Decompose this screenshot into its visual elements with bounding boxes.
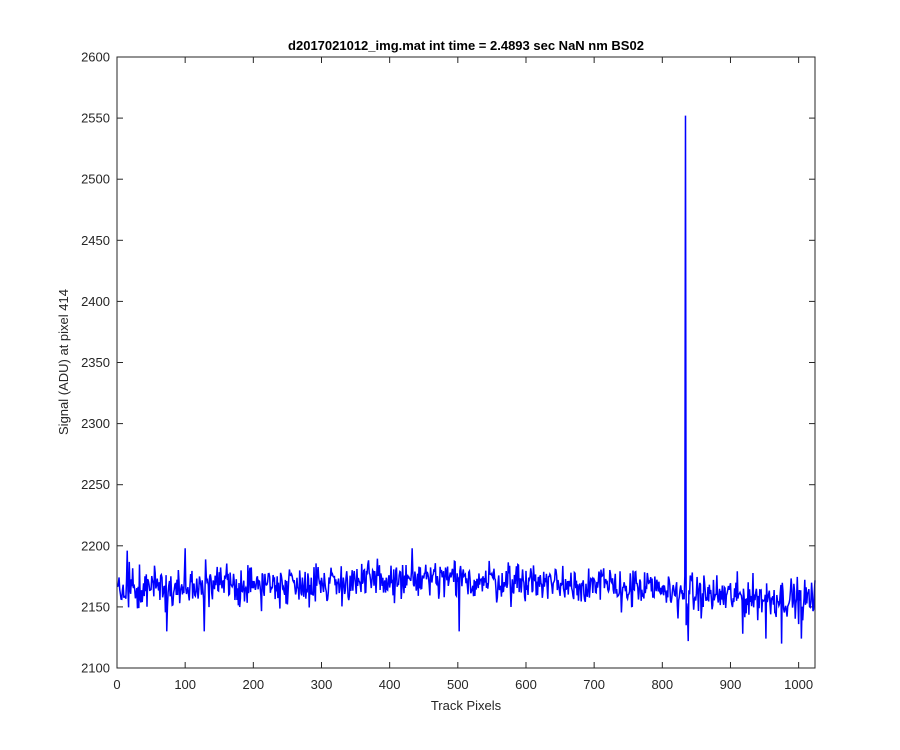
y-tick-label: 2150: [81, 599, 110, 614]
plot-background: [117, 57, 815, 668]
x-tick-label: 400: [379, 677, 401, 692]
y-tick-label: 2550: [81, 111, 110, 126]
y-tick-label: 2350: [81, 355, 110, 370]
series-group: [116, 115, 816, 644]
y-tick-label: 2450: [81, 233, 110, 248]
chart-title: d2017021012_img.mat int time = 2.4893 se…: [288, 38, 644, 53]
x-tick-label: 1000: [784, 677, 813, 692]
x-tick-label: 700: [583, 677, 605, 692]
x-tick-label: 800: [651, 677, 673, 692]
y-tick-label: 2400: [81, 294, 110, 309]
plot-frame: [116, 56, 816, 669]
x-tick-label: 300: [311, 677, 333, 692]
y-tick-label: 2200: [81, 538, 110, 553]
series-line: [116, 115, 816, 644]
y-tick-label: 2600: [81, 50, 110, 65]
y-tick-label: 2500: [81, 172, 110, 187]
x-tick-label: 200: [242, 677, 264, 692]
x-tick-label: 900: [720, 677, 742, 692]
x-axis-label: Track Pixels: [431, 698, 502, 713]
y-tick-label: 2100: [81, 661, 110, 676]
x-tick-label: 0: [113, 677, 120, 692]
y-tick-label: 2300: [81, 416, 110, 431]
x-tick-label: 500: [447, 677, 469, 692]
axis-ticks: 0 100 200 300 400 500 600 700 800 900 1000 2100 2150…: [81, 50, 815, 692]
y-axis-label: Signal (ADU) at pixel 414: [56, 289, 71, 435]
y-tick-label: 2250: [81, 477, 110, 492]
x-tick-label: 100: [174, 677, 196, 692]
x-tick-label: 600: [515, 677, 537, 692]
